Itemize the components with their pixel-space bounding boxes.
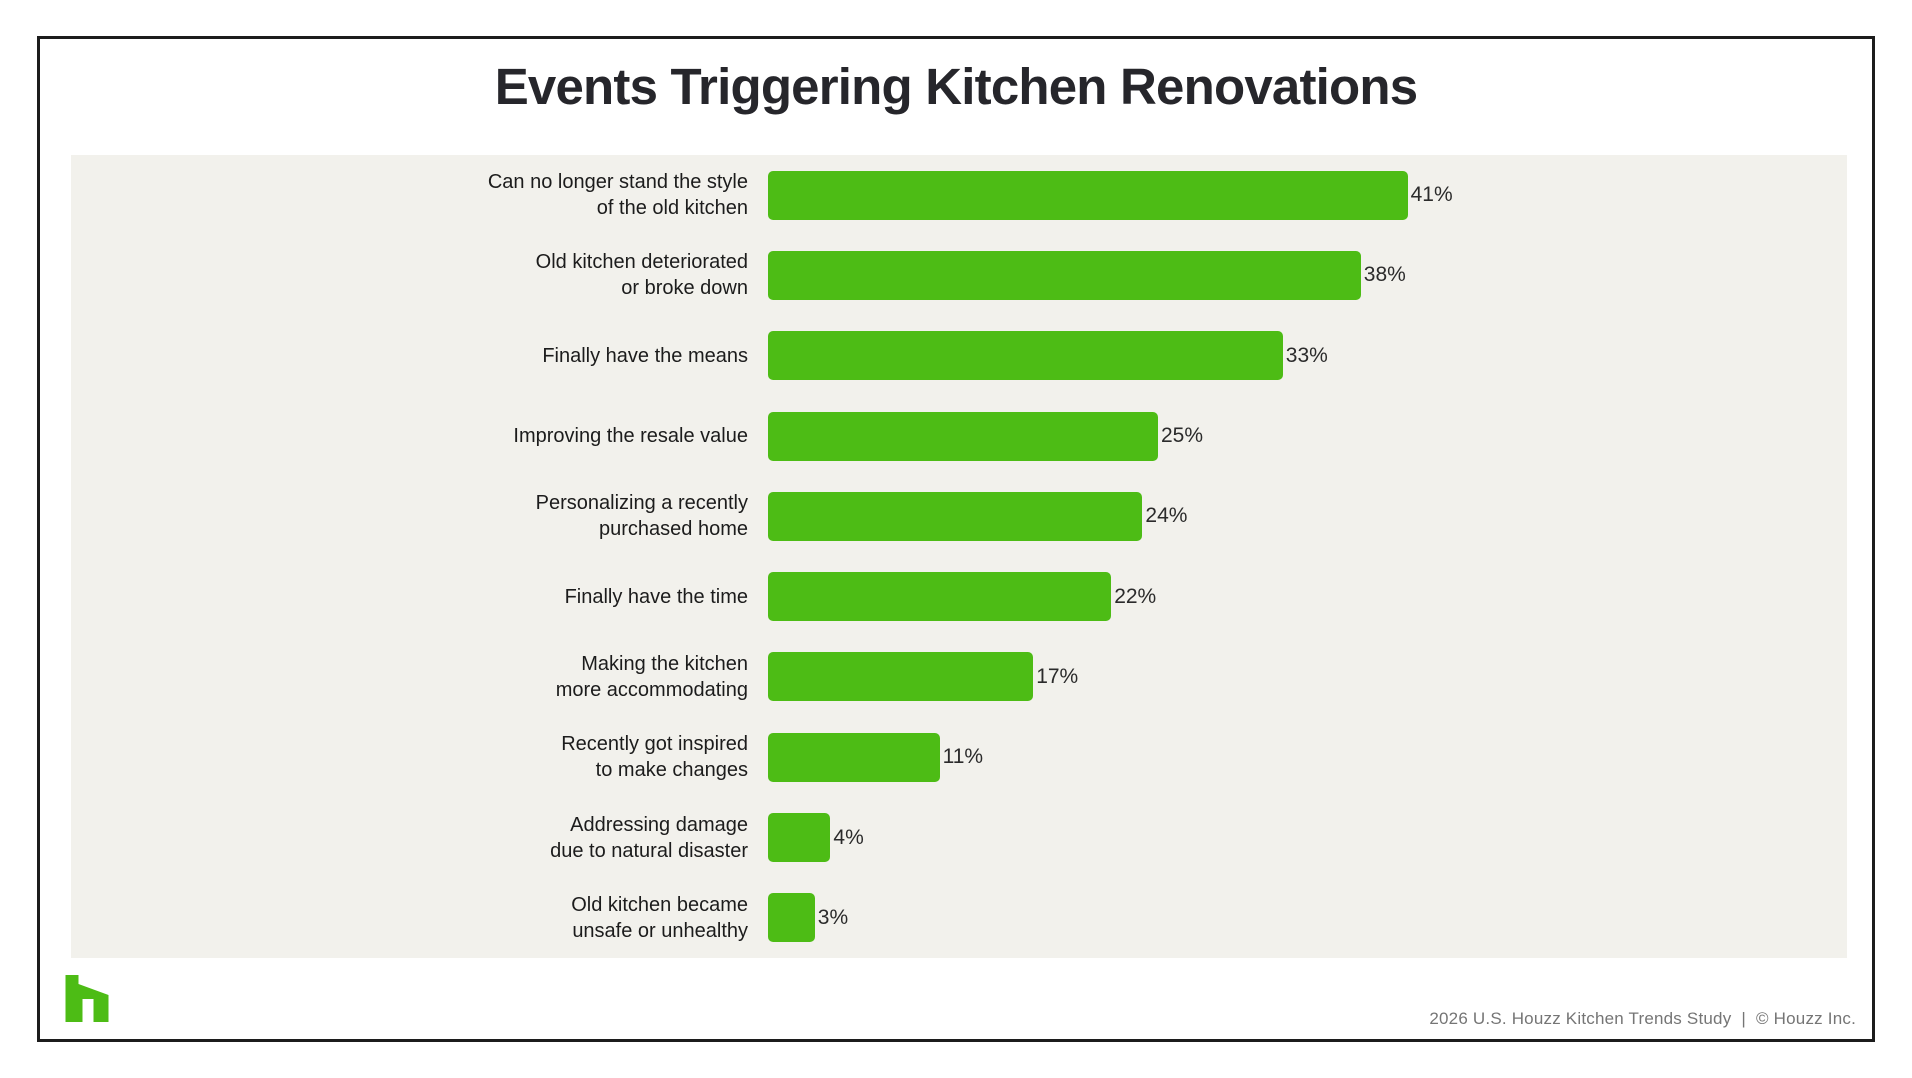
chart-title: Events Triggering Kitchen Renovations <box>494 58 1418 115</box>
chart-row: Finally have the time 22% <box>71 556 1847 636</box>
bar <box>768 572 1112 622</box>
category-label: Personalizing a recently purchased home <box>535 492 748 541</box>
footer-attribution: 2026 U.S. Houzz Kitchen Trends Study | © H… <box>1429 1009 1856 1029</box>
bar <box>768 411 1158 461</box>
category-label: Finally have the time <box>564 585 748 608</box>
bar <box>768 813 831 863</box>
bar <box>768 893 815 943</box>
chart-row: Can no longer stand the style of the old… <box>71 155 1847 235</box>
value-label: 33% <box>1285 343 1328 367</box>
category-label: Making the kitchen more accommodating <box>555 652 748 701</box>
category-label: Improving the resale value <box>513 425 748 448</box>
category-label: Old kitchen deteriorated or broke down <box>535 251 748 300</box>
footer-copyright: © Houzz Inc. <box>1756 1009 1856 1028</box>
infographic-card: Events Triggering Kitchen Renovations Ca… <box>37 36 1875 1042</box>
value-label: 4% <box>833 825 864 849</box>
category-label: Addressing damage due to natural disaste… <box>550 813 748 862</box>
chart-row: Improving the resale value 25% <box>71 396 1847 476</box>
value-label: 25% <box>1161 424 1204 448</box>
category-label: Recently got inspired to make changes <box>561 733 748 782</box>
bar <box>768 331 1283 381</box>
chart-row: Finally have the means 33% <box>71 316 1847 396</box>
value-label: 17% <box>1036 664 1079 688</box>
bar <box>768 250 1361 300</box>
bar <box>768 652 1034 702</box>
bar <box>768 732 940 782</box>
footer-separator: | <box>1741 1009 1747 1028</box>
value-label: 3% <box>817 905 849 929</box>
bar <box>768 170 1408 220</box>
chart-row: Old kitchen deteriorated or broke down 38… <box>71 235 1847 315</box>
chart-row: Addressing damage due to natural disaste… <box>71 797 1847 877</box>
chart-row: Recently got inspired to make changes 11% <box>71 717 1847 797</box>
value-label: 22% <box>1114 584 1157 608</box>
value-label: 24% <box>1145 504 1188 528</box>
value-label: 38% <box>1363 263 1406 287</box>
value-label: 11% <box>942 745 984 769</box>
category-label: Finally have the means <box>542 344 748 367</box>
category-label: Can no longer stand the style of the old… <box>487 171 748 220</box>
chart-row: Old kitchen became unsafe or unhealthy 3% <box>71 878 1847 958</box>
chart-row: Personalizing a recently purchased home 2… <box>71 476 1847 556</box>
footer-source: 2026 U.S. Houzz Kitchen Trends Study <box>1429 1009 1732 1028</box>
bar-chart: Can no longer stand the style of the old… <box>71 155 1847 958</box>
chart-row: Making the kitchen more accommodating 17% <box>71 637 1847 717</box>
value-label: 41% <box>1410 183 1453 207</box>
bar <box>768 491 1143 541</box>
category-label: Old kitchen became unsafe or unhealthy <box>571 893 748 942</box>
houzz-logo-icon <box>65 975 109 1022</box>
